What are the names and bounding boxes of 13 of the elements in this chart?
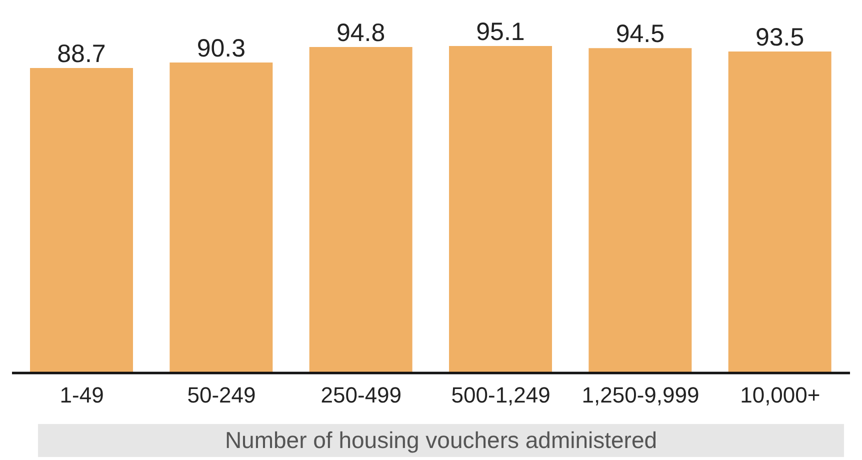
x-tick-label: 1-49 bbox=[60, 382, 104, 408]
data-label: 94.8 bbox=[336, 19, 386, 48]
x-tick-label: 500-1,249 bbox=[451, 382, 550, 408]
data-label: 90.3 bbox=[196, 34, 246, 63]
x-tick-label: 10,000+ bbox=[740, 382, 820, 408]
x-tick-label: 250-499 bbox=[320, 382, 402, 408]
data-label: 93.5 bbox=[755, 24, 804, 52]
data-label: 94.5 bbox=[616, 20, 665, 48]
x-tick-label: 1,250-9,999 bbox=[582, 382, 700, 408]
data-label: 95.1 bbox=[476, 18, 525, 46]
x-axis-title: Number of housing vouchers administered bbox=[38, 424, 844, 457]
x-tick-label: 50-249 bbox=[187, 382, 256, 408]
data-label: 88.7 bbox=[57, 40, 106, 68]
